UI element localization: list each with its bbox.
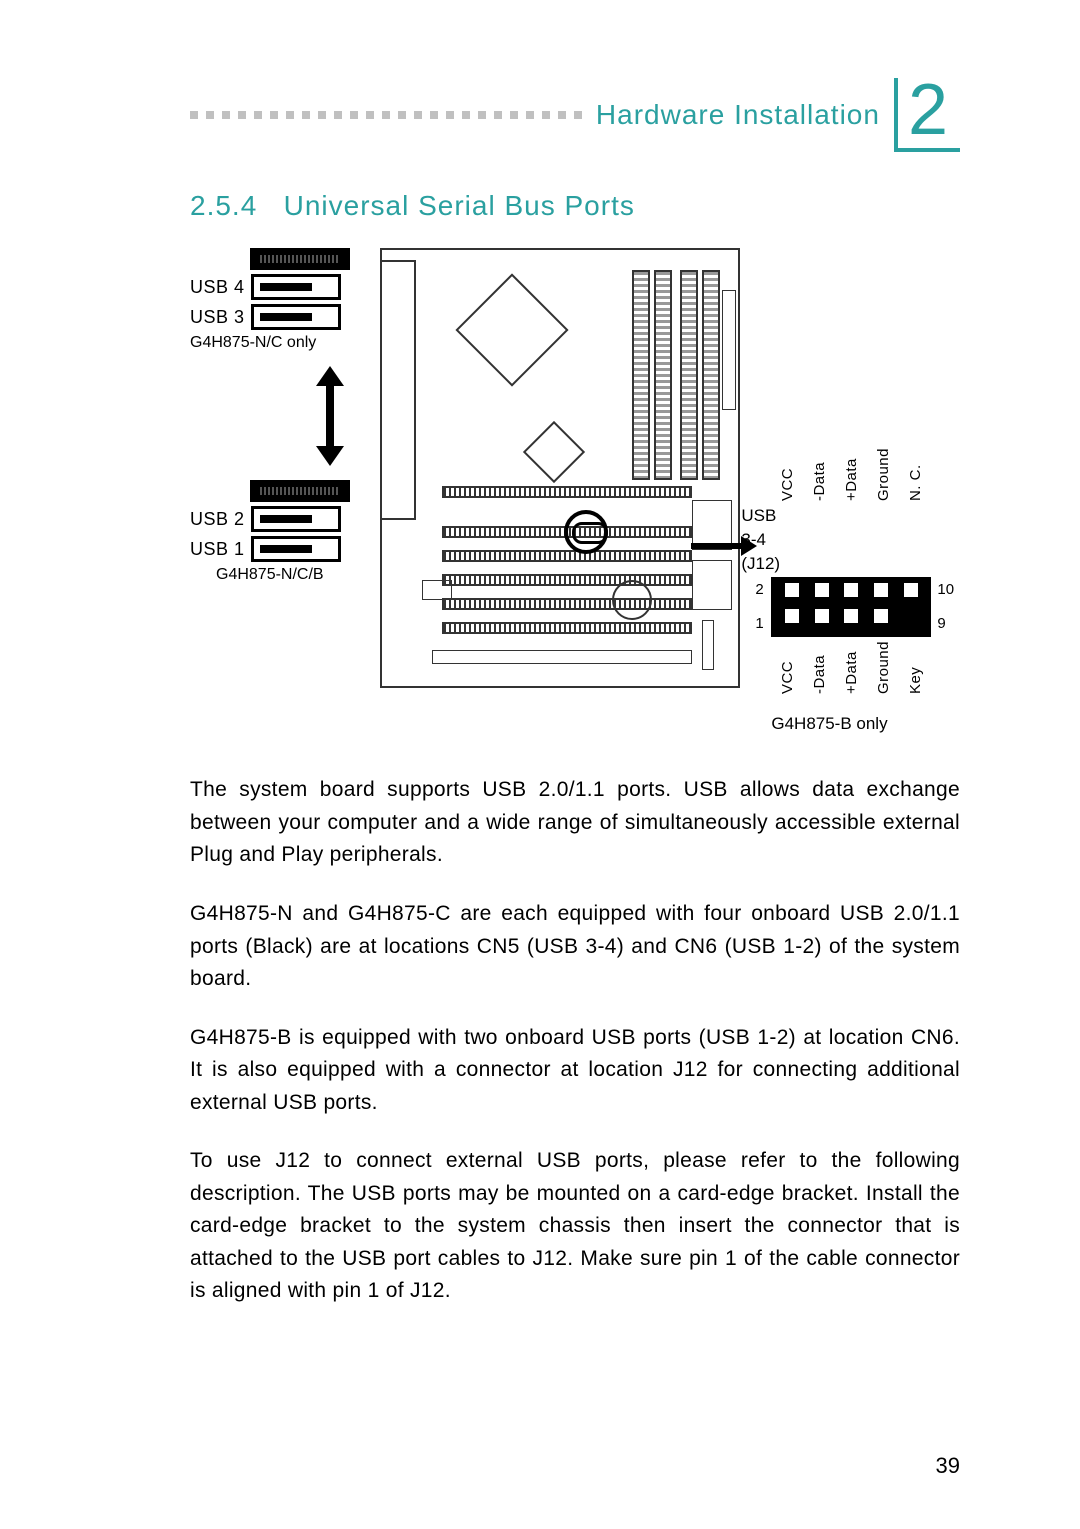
usb-block-upper: USB 4 USB 3 G4H875-N/C only (190, 248, 380, 352)
mb-outline (380, 248, 740, 688)
section-title: 2.5.4 Universal Serial Bus Ports (190, 190, 960, 222)
pin-bot-5: Key (907, 641, 924, 694)
pin-num-10: 10 (937, 581, 954, 598)
usb1-label: USB 1 (190, 539, 245, 560)
j12-text-3: (J12) (741, 553, 780, 575)
page-header: Hardware Installation 2 (190, 70, 960, 160)
pin-bot-3: +Data (843, 641, 860, 694)
paragraph-4: To use J12 to connect external USB ports… (190, 1145, 960, 1308)
pin-bot-2: -Data (811, 641, 828, 694)
page-number: 39 (936, 1453, 960, 1479)
usb-block-lower: USB 2 USB 1 G4H875-N/C/B (190, 480, 380, 584)
pin-num-2: 2 (755, 581, 763, 598)
paragraph-1: The system board supports USB 2.0/1.1 po… (190, 774, 960, 872)
rj-top-lower (250, 480, 350, 502)
j12-model-note: G4H875-B only (771, 714, 960, 734)
updown-arrow-icon (280, 366, 380, 466)
pin-labels-bottom: VCC -Data +Data Ground Key (771, 641, 931, 694)
pin-top-4: Ground (875, 448, 892, 501)
pin-bot-4: Ground (875, 641, 892, 694)
chapter-number: 2 (908, 78, 948, 143)
pin-top-1: VCC (779, 448, 796, 501)
usb4-port-icon (251, 274, 341, 300)
pin-top-2: -Data (811, 448, 828, 501)
j12-pinout: VCC -Data +Data Ground N. C. USB 3-4 (J1… (741, 248, 960, 734)
j12-arrow-icon (691, 536, 757, 556)
lower-model-note: G4H875-N/C/B (216, 566, 380, 584)
pin-labels-top: VCC -Data +Data Ground N. C. (771, 448, 931, 501)
section-name: Universal Serial Bus Ports (284, 190, 635, 221)
paragraph-2: G4H875-N and G4H875-C are each equipped … (190, 898, 960, 996)
j12-text-1: USB (741, 505, 780, 527)
pin-header-icon (771, 577, 931, 637)
paragraph-3: G4H875-B is equipped with two onboard US… (190, 1022, 960, 1120)
pin-num-9: 9 (937, 615, 945, 632)
usb-ports-column: USB 4 USB 3 G4H875-N/C only USB 2 USB 1 (190, 248, 380, 734)
body-text: The system board supports USB 2.0/1.1 po… (190, 774, 960, 1308)
usb1-port-icon (251, 536, 341, 562)
motherboard-diagram (380, 248, 741, 734)
rj-top-upper (250, 248, 350, 270)
pin-bot-1: VCC (779, 641, 796, 694)
chapter-box: 2 (894, 78, 960, 153)
usb3-label: USB 3 (190, 307, 245, 328)
usb2-label: USB 2 (190, 509, 245, 530)
usb2-port-icon (251, 506, 341, 532)
header-title: Hardware Installation (596, 99, 880, 131)
pin-top-5: N. C. (907, 448, 924, 501)
pin-num-1: 1 (755, 615, 763, 632)
section-number: 2.5.4 (190, 190, 257, 221)
figure: USB 4 USB 3 G4H875-N/C only USB 2 USB 1 (190, 248, 960, 734)
pin-top-3: +Data (843, 448, 860, 501)
upper-model-note: G4H875-N/C only (190, 334, 380, 352)
header-dots (190, 111, 584, 119)
usb4-label: USB 4 (190, 277, 245, 298)
usb3-port-icon (251, 304, 341, 330)
